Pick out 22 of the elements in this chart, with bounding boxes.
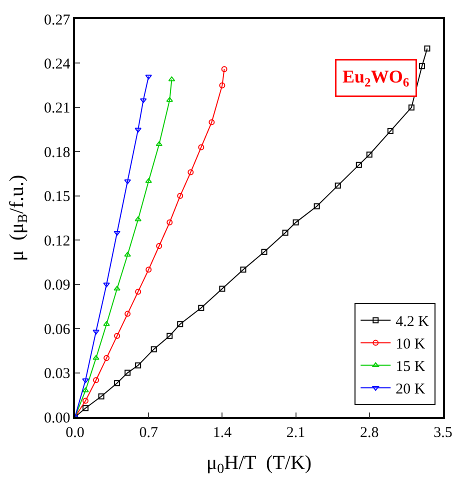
legend-label: 20 K — [396, 382, 426, 398]
y-tick-label: 0.27 — [44, 12, 71, 28]
annotation: Eu$_{2}$WO$_{6}$ — [342, 66, 410, 90]
x-tick-label: 0.0 — [66, 424, 84, 441]
x-tick-label: 1.4 — [212, 424, 232, 441]
y-tick-label: 0.24 — [44, 56, 71, 72]
x-tick-label: 2.8 — [360, 424, 379, 441]
y-tick-label: 0.00 — [44, 410, 70, 426]
y-tick-label: 0.15 — [44, 189, 70, 206]
y-tick-label: 0.21 — [44, 100, 70, 117]
y-tick-label: 0.03 — [44, 366, 70, 382]
y-tick-label: 0.18 — [44, 144, 70, 161]
legend-label: 10 K — [396, 336, 426, 353]
y-tick-label: 0.12 — [44, 233, 70, 250]
x-tick-label: 0.7 — [139, 424, 158, 441]
legend-label: 15 K — [396, 359, 426, 376]
y-tick-label: 0.09 — [44, 278, 70, 294]
legend-label: 4.2 K — [396, 314, 430, 330]
x-tick-label: 3.5 — [434, 424, 452, 441]
x-axis-title: μ$_{0}$H/T (T/K) — [206, 452, 312, 477]
y-tick-label: 0.06 — [44, 322, 71, 338]
x-tick-label: 2.1 — [286, 424, 306, 441]
